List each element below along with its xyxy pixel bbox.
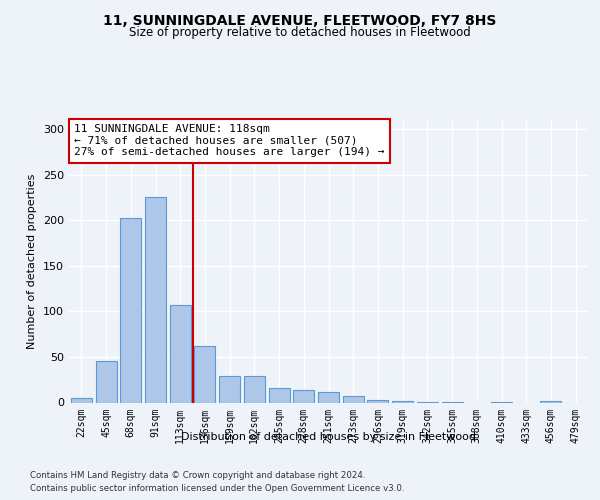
Bar bbox=[219, 376, 240, 402]
Text: 11 SUNNINGDALE AVENUE: 118sqm
← 71% of detached houses are smaller (507)
27% of : 11 SUNNINGDALE AVENUE: 118sqm ← 71% of d… bbox=[74, 124, 385, 158]
Bar bbox=[244, 376, 265, 402]
Text: Contains HM Land Registry data © Crown copyright and database right 2024.: Contains HM Land Registry data © Crown c… bbox=[30, 471, 365, 480]
Bar bbox=[367, 400, 388, 402]
Bar bbox=[541, 400, 562, 402]
Y-axis label: Number of detached properties: Number of detached properties bbox=[28, 174, 37, 349]
Bar bbox=[269, 388, 290, 402]
Bar bbox=[194, 346, 215, 403]
Bar bbox=[318, 392, 339, 402]
Bar bbox=[170, 305, 191, 402]
Text: Size of property relative to detached houses in Fleetwood: Size of property relative to detached ho… bbox=[129, 26, 471, 39]
Bar bbox=[343, 396, 364, 402]
Text: Contains public sector information licensed under the Open Government Licence v3: Contains public sector information licen… bbox=[30, 484, 404, 493]
Bar bbox=[120, 218, 141, 402]
Text: 11, SUNNINGDALE AVENUE, FLEETWOOD, FY7 8HS: 11, SUNNINGDALE AVENUE, FLEETWOOD, FY7 8… bbox=[103, 14, 497, 28]
Text: Distribution of detached houses by size in Fleetwood: Distribution of detached houses by size … bbox=[181, 432, 476, 442]
Bar bbox=[95, 360, 116, 403]
Bar bbox=[392, 400, 413, 402]
Bar bbox=[71, 398, 92, 402]
Bar bbox=[293, 390, 314, 402]
Bar bbox=[145, 198, 166, 402]
